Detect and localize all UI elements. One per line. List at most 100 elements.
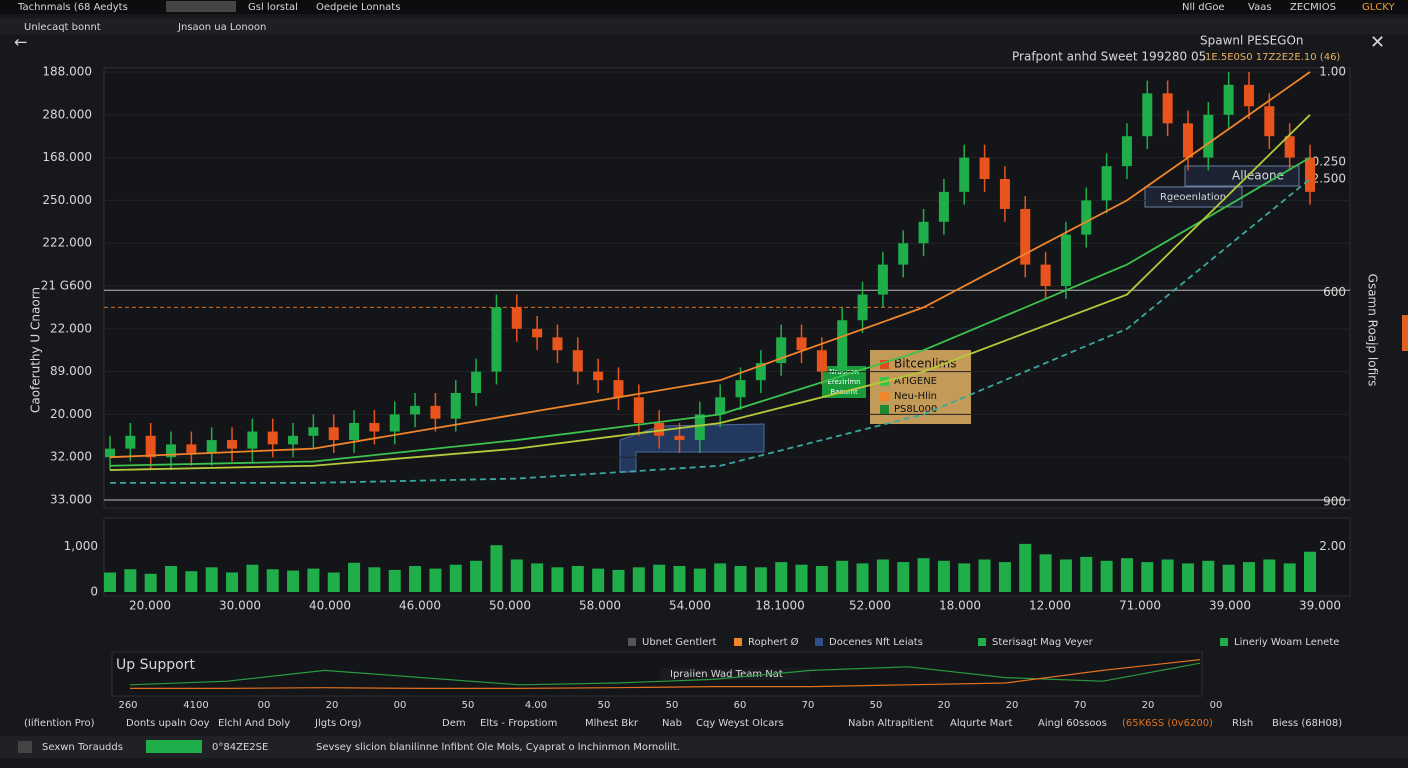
overview-tick: 00	[394, 700, 407, 711]
back-button[interactable]: ←	[14, 33, 27, 52]
candle-body	[816, 350, 827, 372]
volume-bar	[937, 560, 950, 592]
footer-item: Elts - Fropstiom	[480, 718, 557, 729]
sub-item[interactable]: Unlecaqt bonnt	[24, 22, 101, 33]
y2-tick-label: 2.500	[1312, 172, 1346, 186]
candle-body	[572, 350, 583, 372]
candle-body	[857, 294, 868, 321]
candle-body	[1223, 84, 1234, 115]
overview-tick: 60	[734, 700, 747, 711]
volume-bar	[1242, 562, 1255, 592]
overview-panel	[111, 651, 1203, 697]
tab[interactable]	[166, 1, 236, 12]
sub-item[interactable]: Jnsaon ua Lonoon	[177, 22, 266, 33]
menu[interactable]: Gsl lorstal	[248, 2, 298, 13]
overview-note: Ipraiien Wad Team Nat	[670, 669, 783, 680]
volume-bar	[510, 559, 523, 592]
candle-body	[511, 307, 522, 329]
level-label: 900	[1323, 495, 1346, 509]
candle-body	[877, 264, 888, 295]
candle-body	[125, 435, 136, 449]
y2-tick-label: 1.00	[1319, 65, 1346, 79]
candle-body	[1142, 93, 1153, 137]
candle-body	[247, 431, 258, 449]
footer-item: Dem	[442, 718, 466, 729]
candle-body	[755, 363, 766, 381]
legend-text: Neu-Hlin	[894, 391, 937, 402]
volume-bar	[1304, 551, 1316, 592]
volume-bar	[287, 570, 300, 592]
volume-bar	[1202, 560, 1215, 592]
volume-bar	[795, 564, 808, 592]
close-button[interactable]: ✕	[1370, 32, 1385, 53]
volume-bar	[1019, 543, 1032, 592]
volume-bar	[205, 567, 218, 592]
y-tick-label: 32.000	[50, 450, 92, 464]
x-tick-label: 58.000	[579, 599, 621, 613]
legend-text: Bitcenlims	[894, 357, 956, 371]
candle-body	[369, 422, 380, 432]
footer-item: Cqy Weyst Olcars	[696, 718, 784, 729]
candle-body	[471, 371, 482, 393]
candle-body	[674, 435, 685, 441]
candle-body	[1162, 93, 1173, 124]
side-label: Caoferuthy U Cnaorn	[29, 287, 43, 413]
volume-bar	[1263, 559, 1276, 592]
overview-tick: 50	[666, 700, 679, 711]
menu-right[interactable]: Vaas	[1248, 2, 1272, 13]
candle-body	[593, 371, 604, 381]
sub-bar	[0, 18, 1408, 34]
overview-label: Up Support	[116, 657, 195, 673]
volume-bar	[856, 563, 869, 592]
volume-bar	[714, 563, 727, 592]
y-tick-label: 22.000	[50, 321, 92, 335]
volume-bar	[1080, 556, 1093, 592]
overview-tick: 00	[258, 700, 271, 711]
overview-line	[129, 662, 1201, 686]
footer-item: (Iifiention Pro)	[24, 718, 95, 729]
status-icon	[18, 741, 32, 753]
candle-body	[979, 157, 990, 179]
volume-bar	[1059, 559, 1072, 592]
y-tick-label: 89.000	[50, 364, 92, 378]
spot: Spawnl PESEGOn	[1200, 34, 1304, 48]
volume-bar	[531, 563, 544, 592]
candle-body	[1203, 114, 1214, 158]
y-tick-label: 20.000	[50, 407, 92, 421]
volume-bar	[897, 562, 910, 592]
candle-body	[776, 337, 787, 364]
x-tick-label: 18.000	[939, 599, 981, 613]
footer-item: Rlsh	[1232, 718, 1253, 729]
overview-tick: 20	[326, 700, 339, 711]
legend-item: Lineriy Woam Lenete	[1234, 637, 1339, 648]
candle-body	[938, 191, 949, 222]
candle-body	[450, 393, 461, 419]
y-tick-label: 188.000	[42, 65, 92, 79]
spot-value: 1E.5E0S0 17Z2E2E.10 (46)	[1205, 52, 1340, 63]
volume-bar	[185, 571, 198, 592]
volume-bar	[632, 567, 645, 592]
menu-right[interactable]: ZECMIOS	[1290, 2, 1336, 13]
footer-item: Donts upaln Ooy	[126, 718, 210, 729]
status-bar	[0, 736, 1408, 758]
candle-body	[552, 337, 563, 351]
candle-body	[1182, 123, 1193, 158]
candle-body	[145, 435, 156, 458]
overview-tick: 00	[1210, 700, 1223, 711]
candle-body	[694, 414, 705, 441]
menu-right[interactable]: GLCKY	[1362, 2, 1396, 13]
menu-right[interactable]: Nll dGoe	[1182, 2, 1225, 13]
y2-tick-label: 0.250	[1312, 154, 1346, 168]
volume-bar	[226, 572, 239, 592]
moving-average	[109, 114, 1311, 471]
scroll-marker[interactable]	[1402, 315, 1408, 351]
menu[interactable]: Oedpeie Lonnats	[316, 2, 400, 13]
volume-bar	[1100, 560, 1113, 592]
x-tick-label: 39.000	[1299, 599, 1341, 613]
overview-tick: 260	[118, 700, 137, 711]
volume-bar	[165, 566, 178, 592]
candle-body	[328, 427, 339, 441]
candle-body	[308, 427, 319, 436]
volume-bar	[124, 569, 137, 592]
footer-item: Mlhest Bkr	[585, 718, 639, 729]
